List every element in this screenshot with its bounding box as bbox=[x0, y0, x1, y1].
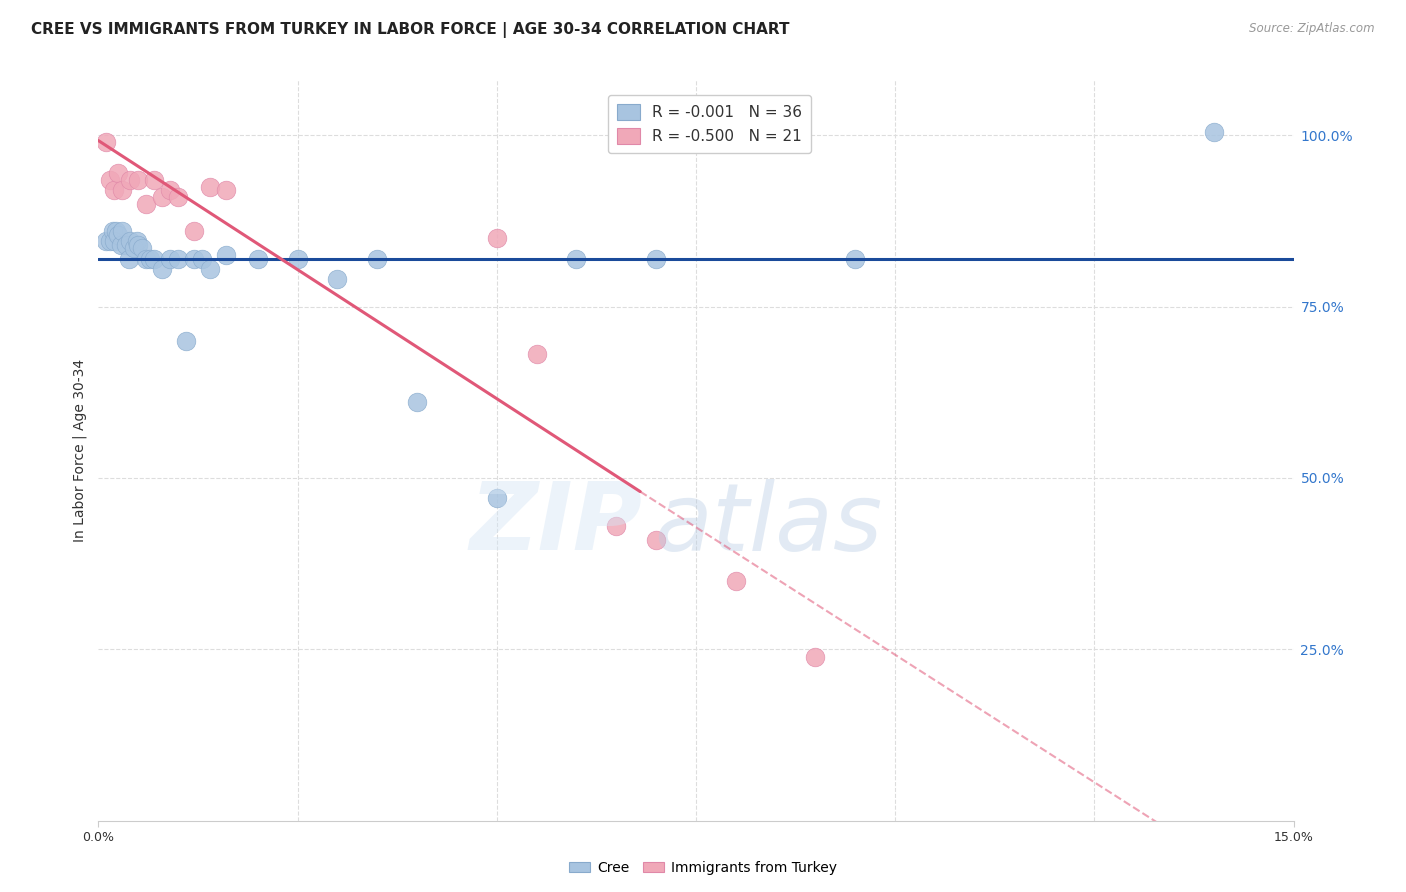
Point bbox=[485, 491, 508, 506]
Point bbox=[645, 533, 668, 547]
Point bbox=[1202, 125, 1225, 139]
Point bbox=[143, 172, 166, 186]
Point bbox=[183, 252, 205, 266]
Point bbox=[198, 261, 221, 276]
Point bbox=[143, 252, 166, 266]
Point bbox=[174, 334, 197, 348]
Point bbox=[167, 190, 190, 204]
Point bbox=[120, 172, 142, 186]
Point bbox=[183, 224, 205, 238]
Point bbox=[159, 183, 181, 197]
Point bbox=[150, 190, 173, 204]
Point bbox=[724, 574, 747, 588]
Point bbox=[150, 261, 173, 276]
Point bbox=[111, 183, 134, 197]
Point bbox=[804, 650, 827, 665]
Legend: Cree, Immigrants from Turkey: Cree, Immigrants from Turkey bbox=[564, 855, 842, 880]
Point bbox=[406, 395, 429, 409]
Point bbox=[191, 252, 214, 266]
Point bbox=[98, 172, 122, 186]
Point bbox=[215, 248, 238, 262]
Point bbox=[844, 252, 866, 266]
Point bbox=[366, 252, 388, 266]
Point bbox=[111, 224, 134, 238]
Point bbox=[485, 231, 508, 245]
Point bbox=[125, 235, 148, 249]
Point bbox=[107, 227, 129, 242]
Point bbox=[107, 166, 129, 180]
Text: atlas: atlas bbox=[654, 479, 883, 570]
Point bbox=[131, 241, 153, 255]
Point bbox=[326, 272, 349, 286]
Point bbox=[135, 196, 157, 211]
Point bbox=[124, 241, 146, 255]
Point bbox=[101, 224, 124, 238]
Text: Source: ZipAtlas.com: Source: ZipAtlas.com bbox=[1250, 22, 1375, 36]
Point bbox=[645, 252, 668, 266]
Point bbox=[287, 252, 309, 266]
Point bbox=[565, 252, 588, 266]
Point bbox=[198, 179, 221, 194]
Point bbox=[127, 237, 149, 252]
Point bbox=[115, 237, 138, 252]
Point bbox=[135, 252, 157, 266]
Point bbox=[167, 252, 190, 266]
Y-axis label: In Labor Force | Age 30-34: In Labor Force | Age 30-34 bbox=[73, 359, 87, 542]
Point bbox=[103, 235, 125, 249]
Point bbox=[104, 224, 127, 238]
Point bbox=[96, 235, 118, 249]
Point bbox=[96, 135, 118, 149]
Point bbox=[103, 183, 125, 197]
Text: ZIP: ZIP bbox=[470, 478, 643, 571]
Point bbox=[139, 252, 162, 266]
Point bbox=[159, 252, 181, 266]
Point bbox=[215, 183, 238, 197]
Point bbox=[98, 235, 122, 249]
Point bbox=[120, 235, 142, 249]
Point bbox=[526, 347, 548, 361]
Point bbox=[110, 237, 132, 252]
Point bbox=[127, 172, 149, 186]
Point bbox=[605, 519, 627, 533]
Point bbox=[246, 252, 269, 266]
Text: CREE VS IMMIGRANTS FROM TURKEY IN LABOR FORCE | AGE 30-34 CORRELATION CHART: CREE VS IMMIGRANTS FROM TURKEY IN LABOR … bbox=[31, 22, 789, 38]
Legend: R = -0.001   N = 36, R = -0.500   N = 21: R = -0.001 N = 36, R = -0.500 N = 21 bbox=[607, 95, 811, 153]
Point bbox=[118, 252, 141, 266]
